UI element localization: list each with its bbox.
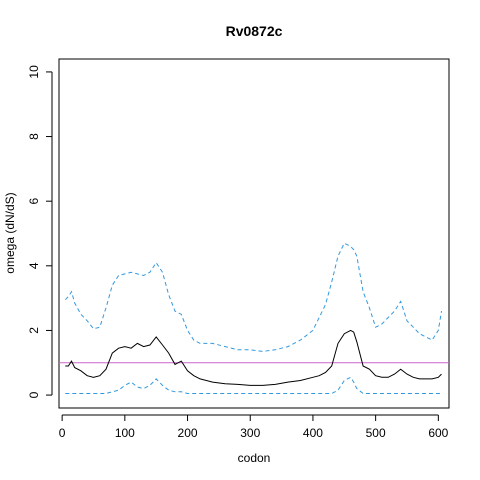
y-tick-label: 6 — [27, 198, 41, 205]
x-tick-label: 100 — [115, 426, 135, 440]
x-tick-label: 400 — [303, 426, 323, 440]
y-tick-label: 4 — [27, 262, 41, 269]
x-tick-label: 200 — [178, 426, 198, 440]
series-line-upper-bound — [64, 242, 442, 352]
x-tick-label: 0 — [59, 426, 66, 440]
y-axis-label: omega (dN/dS) — [3, 192, 17, 273]
y-tick-label: 2 — [27, 327, 41, 334]
x-tick-label: 300 — [240, 426, 260, 440]
y-tick-label: 10 — [27, 65, 41, 79]
y-tick-label: 0 — [27, 391, 41, 398]
series-layer — [64, 242, 442, 394]
x-axis: 0 100 200 300 400 500 600 — [59, 414, 449, 440]
chart-title: Rv0872c — [226, 23, 283, 39]
x-tick-label: 600 — [428, 426, 448, 440]
y-axis: 0 2 4 6 8 10 — [27, 65, 53, 398]
plot-frame — [58, 58, 450, 409]
series-line-lower-bound — [65, 376, 442, 394]
y-tick-label: 8 — [27, 133, 41, 140]
x-axis-label: codon — [238, 451, 271, 465]
x-tick-label: 500 — [366, 426, 386, 440]
series-line-estimate — [65, 329, 442, 386]
